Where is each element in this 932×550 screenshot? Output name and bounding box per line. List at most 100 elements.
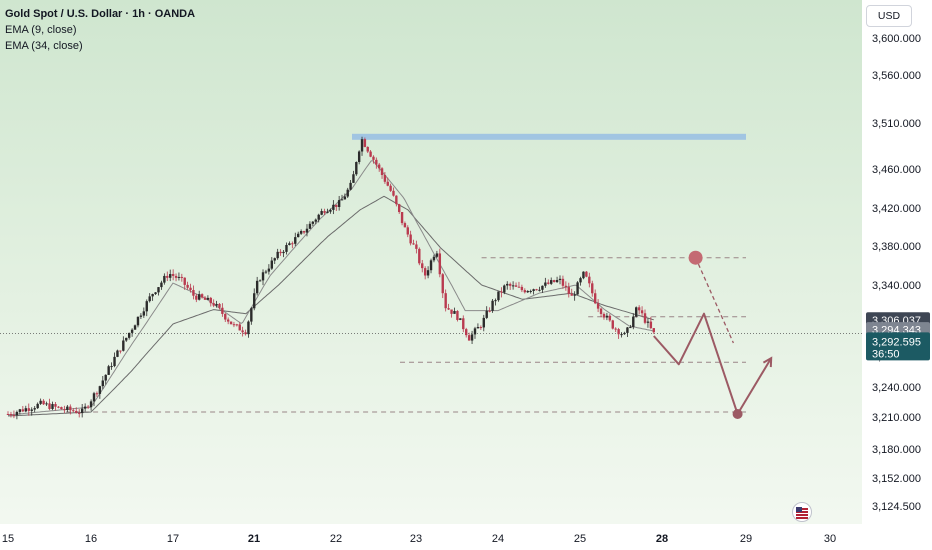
candle-body[interactable]	[614, 328, 617, 330]
candle-body[interactable]	[279, 251, 282, 254]
candle-body[interactable]	[438, 253, 442, 275]
candle-body[interactable]	[646, 321, 650, 323]
candle-body[interactable]	[42, 400, 45, 405]
candle-body[interactable]	[369, 151, 372, 157]
candle-body[interactable]	[395, 195, 398, 205]
candle-body[interactable]	[635, 307, 638, 317]
candle-body[interactable]	[110, 366, 113, 368]
candle-body[interactable]	[520, 286, 524, 291]
candle-body[interactable]	[261, 272, 265, 281]
us-flag-icon[interactable]	[792, 502, 812, 522]
candle-body[interactable]	[605, 315, 609, 318]
candle-body[interactable]	[101, 380, 104, 387]
candle-body[interactable]	[415, 244, 418, 249]
candle-body[interactable]	[640, 310, 644, 314]
candle-body[interactable]	[398, 204, 401, 213]
candle-body[interactable]	[435, 253, 439, 257]
candle-body[interactable]	[608, 315, 612, 321]
candle-body[interactable]	[406, 227, 409, 235]
candle-body[interactable]	[623, 332, 626, 335]
candle-body[interactable]	[75, 410, 78, 413]
candle-body[interactable]	[383, 175, 387, 182]
candle-body[interactable]	[617, 329, 620, 335]
candle-body[interactable]	[547, 282, 550, 284]
candle-body[interactable]	[550, 280, 553, 284]
candle-body[interactable]	[148, 296, 151, 302]
candle-body[interactable]	[626, 327, 629, 333]
candle-body[interactable]	[366, 146, 369, 152]
candle-body[interactable]	[89, 401, 93, 408]
candle-body[interactable]	[200, 294, 204, 298]
candle-body[interactable]	[86, 406, 90, 408]
candle-body[interactable]	[491, 300, 494, 311]
candle-body[interactable]	[203, 297, 207, 300]
candle-body[interactable]	[142, 311, 146, 316]
candle-body[interactable]	[317, 214, 320, 220]
candle-body[interactable]	[174, 275, 178, 278]
candle-body[interactable]	[360, 139, 364, 152]
target-dashed-arrow[interactable]	[695, 257, 734, 344]
candle-body[interactable]	[649, 321, 653, 329]
candle-body[interactable]	[409, 234, 412, 244]
candle-body[interactable]	[500, 291, 503, 293]
candle-body[interactable]	[314, 219, 317, 222]
candle-body[interactable]	[349, 182, 352, 190]
candle-body[interactable]	[377, 164, 381, 169]
candle-body[interactable]	[241, 330, 244, 333]
candle-body[interactable]	[343, 196, 347, 200]
candle-body[interactable]	[288, 243, 291, 245]
candle-body[interactable]	[418, 248, 421, 264]
current-price-label[interactable]: 3,292.595	[872, 336, 921, 348]
candle-body[interactable]	[552, 280, 556, 283]
candle-body[interactable]	[444, 293, 447, 309]
candle-body[interactable]	[130, 329, 134, 333]
candle-body[interactable]	[652, 328, 655, 333]
candle-body[interactable]	[426, 270, 430, 276]
candle-body[interactable]	[352, 174, 355, 183]
candle-body[interactable]	[27, 408, 30, 411]
candle-body[interactable]	[273, 258, 276, 261]
candle-body[interactable]	[195, 295, 198, 300]
candle-body[interactable]	[33, 408, 36, 410]
candle-body[interactable]	[302, 231, 306, 233]
candle-body[interactable]	[637, 307, 641, 311]
candle-body[interactable]	[494, 300, 497, 302]
candle-body[interactable]	[107, 366, 110, 375]
candle-body[interactable]	[244, 332, 247, 335]
candle-body[interactable]	[363, 139, 367, 147]
candle-body[interactable]	[579, 278, 582, 283]
candle-body[interactable]	[180, 276, 184, 278]
candle-body[interactable]	[326, 211, 329, 213]
candle-body[interactable]	[535, 289, 538, 291]
candle-body[interactable]	[544, 282, 547, 286]
candle-body[interactable]	[127, 332, 131, 338]
candle-body[interactable]	[171, 274, 175, 276]
candle-body[interactable]	[78, 412, 81, 414]
candle-body[interactable]	[337, 200, 341, 207]
candle-body[interactable]	[209, 297, 212, 304]
candle-body[interactable]	[591, 283, 594, 294]
candle-body[interactable]	[456, 311, 459, 320]
candle-body[interactable]	[588, 276, 591, 284]
candle-body[interactable]	[95, 393, 99, 395]
candle-body[interactable]	[255, 280, 259, 294]
candle-body[interactable]	[166, 275, 169, 278]
ema-slow-legend[interactable]: EMA (34, close)	[5, 40, 83, 52]
candle-body[interactable]	[511, 285, 515, 287]
candle-body[interactable]	[258, 280, 262, 282]
candle-body[interactable]	[122, 340, 125, 351]
candle-body[interactable]	[267, 268, 271, 272]
candle-body[interactable]	[599, 308, 603, 314]
candle-body[interactable]	[186, 284, 189, 288]
candle-body[interactable]	[54, 404, 57, 407]
candle-body[interactable]	[66, 406, 69, 410]
ema-fast-legend[interactable]: EMA (9, close)	[5, 24, 77, 36]
candle-body[interactable]	[30, 409, 33, 411]
candle-body[interactable]	[18, 409, 22, 412]
candle-body[interactable]	[125, 337, 128, 341]
candle-body[interactable]	[177, 276, 181, 278]
candle-body[interactable]	[133, 325, 137, 330]
candle-body[interactable]	[183, 277, 186, 285]
candle-body[interactable]	[151, 294, 154, 297]
